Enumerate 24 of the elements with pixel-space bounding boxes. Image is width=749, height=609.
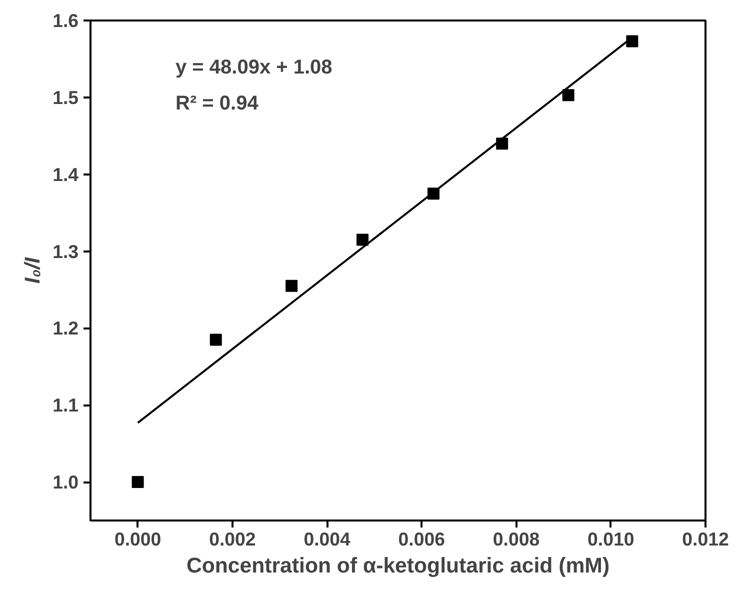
x-tick-label: 0.002 bbox=[209, 528, 256, 550]
y-tick-label: 1.6 bbox=[52, 10, 79, 31]
y-tick-label: 1.1 bbox=[52, 394, 79, 416]
y-tick-label: 1.0 bbox=[52, 472, 79, 493]
x-tick-label: 0.000 bbox=[114, 528, 162, 550]
point bbox=[356, 234, 369, 246]
point bbox=[562, 89, 574, 102]
point bbox=[132, 476, 144, 488]
y-tick-label: 1.3 bbox=[52, 240, 79, 262]
point bbox=[210, 334, 222, 346]
y-axis-title: I₀/I bbox=[20, 256, 45, 284]
x-axis-title: Concentration of α-ketoglutaric acid (mM) bbox=[186, 554, 610, 578]
x-tick-label: 0.012 bbox=[682, 528, 729, 550]
x-tick-label: 0.006 bbox=[398, 528, 445, 550]
y-tick-label: 1.5 bbox=[52, 86, 79, 108]
x-tick-label: 0.004 bbox=[304, 528, 352, 550]
y-tick-label: 1.4 bbox=[52, 164, 80, 185]
point bbox=[286, 280, 298, 292]
x-tick-label: 0.008 bbox=[492, 528, 540, 550]
point bbox=[626, 35, 638, 48]
annotation: y = 48.09x + 1.08 bbox=[176, 56, 332, 78]
x-tick-label: 0.010 bbox=[588, 528, 634, 550]
y-tick-label: 1.2 bbox=[52, 318, 79, 339]
annotation: R² = 0.94 bbox=[176, 92, 260, 114]
